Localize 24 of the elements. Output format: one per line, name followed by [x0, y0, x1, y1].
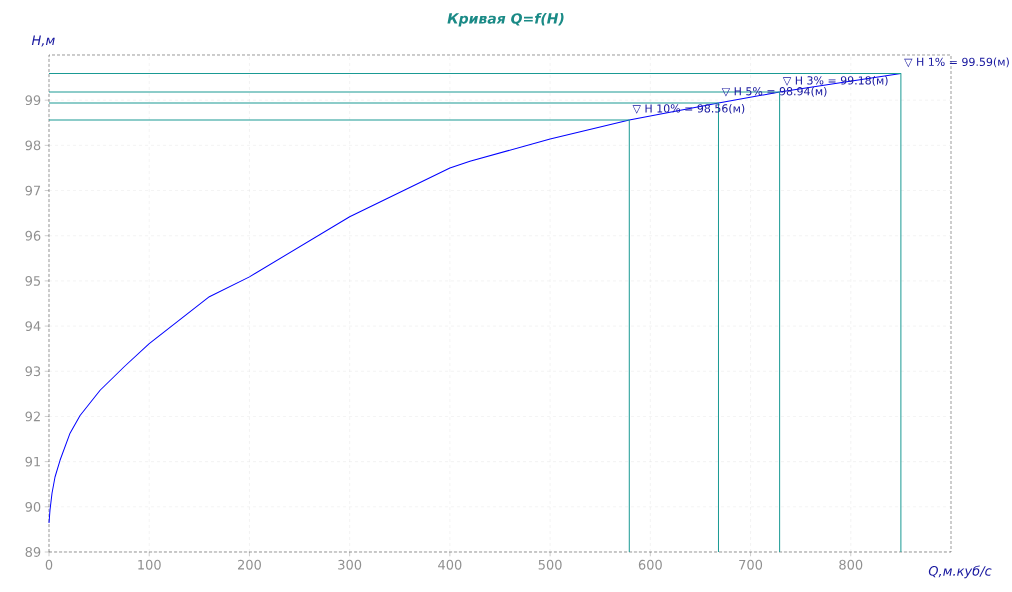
y-tick-label: 91: [25, 456, 40, 467]
y-tick-label: 95: [25, 275, 41, 286]
x-tick-label: 0: [45, 559, 53, 570]
x-tick-label: 800: [839, 559, 863, 570]
y-tick-label: 90: [25, 501, 41, 512]
x-tick-label: 400: [438, 559, 462, 570]
x-tick-label: 500: [538, 559, 562, 570]
x-axis-title: Q,м.куб/с: [928, 565, 992, 579]
y-tick-label: 89: [25, 547, 41, 557]
y-tick-label: 96: [25, 230, 41, 241]
y-tick-label: 94: [25, 321, 41, 332]
y-tick-label: 92: [25, 411, 40, 422]
x-tick-label: 100: [138, 559, 161, 570]
y-tick-label: 97: [25, 185, 41, 196]
chart-title: Кривая Q=f(H): [447, 12, 564, 27]
x-tick-label: 300: [338, 559, 362, 570]
x-tick-label: 600: [638, 559, 662, 570]
y-tick-label: 98: [25, 140, 41, 151]
x-tick-label: 200: [238, 559, 261, 570]
y-tick-label: 99: [25, 95, 41, 106]
x-tick-label: 700: [739, 559, 763, 570]
y-tick-label: 93: [25, 366, 41, 377]
annotation: ▽ H 1% = 99.59(м): [904, 57, 1009, 68]
y-axis-title: H,м: [31, 35, 55, 47]
